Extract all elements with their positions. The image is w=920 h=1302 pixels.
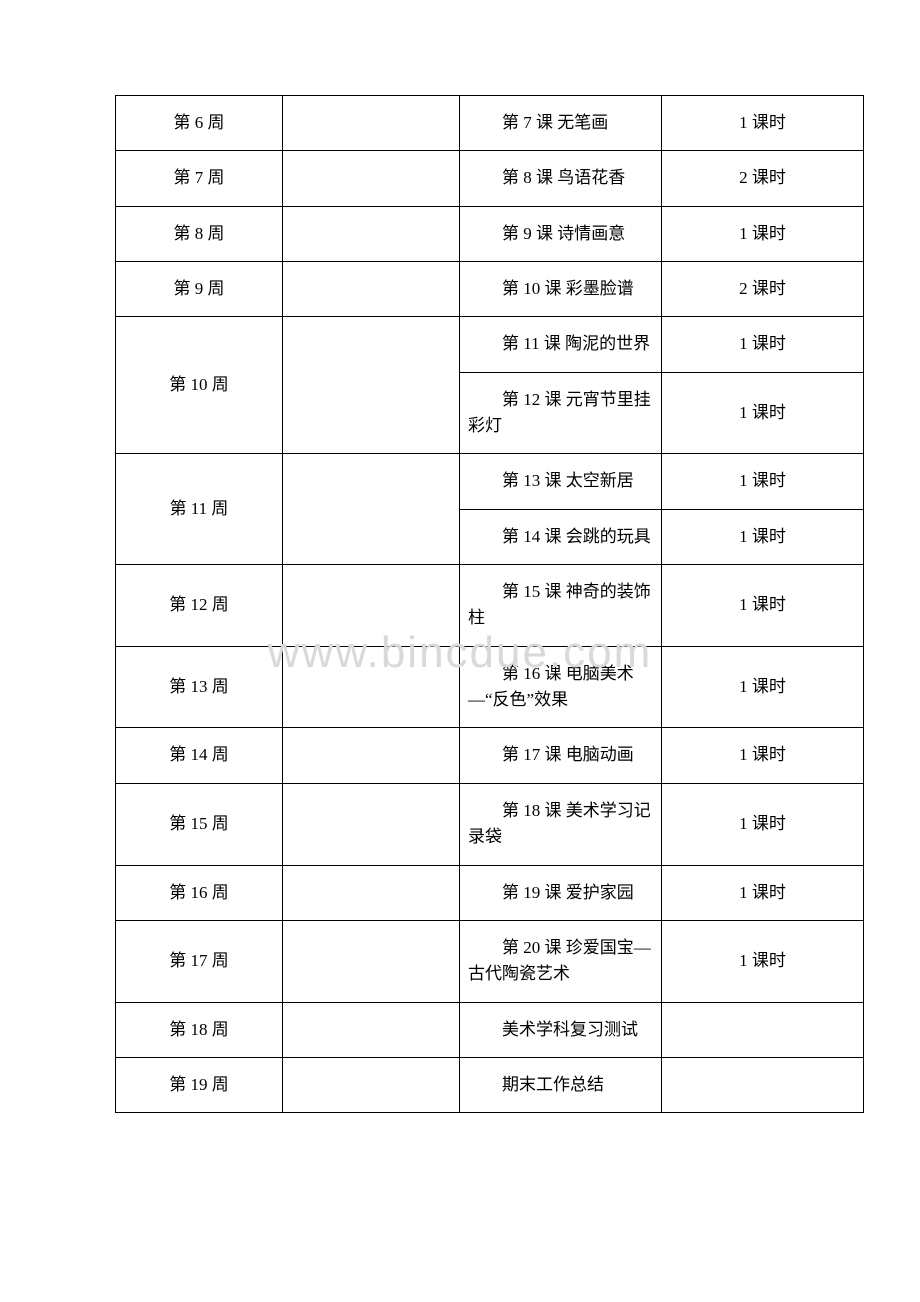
table-row: 第 8 周 第 9 课 诗情画意 1 课时 bbox=[116, 206, 864, 261]
blank-cell bbox=[283, 454, 460, 565]
lesson-cell: 第 18 课 美术学习记录袋 bbox=[460, 783, 662, 865]
week-cell: 第 16 周 bbox=[116, 865, 283, 920]
lesson-text: 第 7 课 无笔画 bbox=[468, 110, 653, 136]
blank-cell bbox=[283, 206, 460, 261]
lesson-text: 第 17 课 电脑动画 bbox=[468, 742, 653, 768]
lesson-cell: 第 7 课 无笔画 bbox=[460, 96, 662, 151]
week-cell: 第 12 周 bbox=[116, 565, 283, 647]
table-row: 第 17 周 第 20 课 珍爱国宝—古代陶瓷艺术1 课时 bbox=[116, 920, 864, 1002]
blank-cell bbox=[283, 646, 460, 728]
hours-cell: 1 课时 bbox=[662, 783, 864, 865]
lesson-cell: 第 15 课 神奇的装饰柱 bbox=[460, 565, 662, 647]
lesson-cell: 第 13 课 太空新居 bbox=[460, 454, 662, 509]
blank-cell bbox=[283, 783, 460, 865]
hours-cell: 1 课时 bbox=[662, 509, 864, 564]
week-cell: 第 18 周 bbox=[116, 1002, 283, 1057]
blank-cell bbox=[283, 865, 460, 920]
lesson-text: 第 10 课 彩墨脸谱 bbox=[468, 276, 653, 302]
blank-cell bbox=[283, 151, 460, 206]
lesson-cell: 第 17 课 电脑动画 bbox=[460, 728, 662, 783]
table-row: 第 12 周 第 15 课 神奇的装饰柱1 课时 bbox=[116, 565, 864, 647]
lesson-text: 期末工作总结 bbox=[468, 1072, 653, 1098]
hours-cell: 1 课时 bbox=[662, 728, 864, 783]
blank-cell bbox=[283, 920, 460, 1002]
table-row: 第 15 周 第 18 课 美术学习记录袋1 课时 bbox=[116, 783, 864, 865]
schedule-tbody: 第 6 周第 7 课 无笔画1 课时第 7 周第 8 课 鸟语花香2 课时第 8… bbox=[116, 96, 864, 1113]
hours-cell: 1 课时 bbox=[662, 565, 864, 647]
lesson-cell: 第 11 课 陶泥的世界 bbox=[460, 317, 662, 372]
hours-cell: 1 课时 bbox=[662, 920, 864, 1002]
lesson-text: 第 19 课 爱护家园 bbox=[468, 880, 653, 906]
week-cell: 第 14 周 bbox=[116, 728, 283, 783]
lesson-cell: 美术学科复习测试 bbox=[460, 1002, 662, 1057]
lesson-cell: 第 14 课 会跳的玩具 bbox=[460, 509, 662, 564]
hours-cell: 1 课时 bbox=[662, 865, 864, 920]
lesson-cell: 第 16 课 电脑美术—“反色”效果 bbox=[460, 646, 662, 728]
lesson-text: 美术学科复习测试 bbox=[468, 1017, 653, 1043]
table-row: 第 6 周 第 7 课 无笔画 1 课时 bbox=[116, 96, 864, 151]
blank-cell bbox=[283, 262, 460, 317]
week-cell: 第 17 周 bbox=[116, 920, 283, 1002]
table-row: 第 18 周 美术学科复习测试 bbox=[116, 1002, 864, 1057]
week-cell: 第 6 周 bbox=[116, 96, 283, 151]
hours-cell: 1 课时 bbox=[662, 317, 864, 372]
week-cell: 第 13 周 bbox=[116, 646, 283, 728]
lesson-cell: 期末工作总结 bbox=[460, 1057, 662, 1112]
hours-cell: 1 课时 bbox=[662, 454, 864, 509]
lesson-cell: 第 10 课 彩墨脸谱 bbox=[460, 262, 662, 317]
blank-cell bbox=[283, 728, 460, 783]
lesson-text: 第 9 课 诗情画意 bbox=[468, 221, 653, 247]
table-row: 第 9 周 第 10 课 彩墨脸谱 2 课时 bbox=[116, 262, 864, 317]
lesson-text: 第 13 课 太空新居 bbox=[468, 468, 653, 494]
week-cell: 第 10 周 bbox=[116, 317, 283, 454]
lesson-text: 第 8 课 鸟语花香 bbox=[468, 165, 653, 191]
hours-cell: 1 课时 bbox=[662, 372, 864, 454]
blank-cell bbox=[283, 1057, 460, 1112]
hours-cell: 2 课时 bbox=[662, 262, 864, 317]
week-cell: 第 9 周 bbox=[116, 262, 283, 317]
week-cell: 第 8 周 bbox=[116, 206, 283, 261]
table-row: 第 7 周 第 8 课 鸟语花香 2 课时 bbox=[116, 151, 864, 206]
week-cell: 第 19 周 bbox=[116, 1057, 283, 1112]
blank-cell bbox=[283, 1002, 460, 1057]
lesson-text: 第 11 课 陶泥的世界 bbox=[468, 331, 653, 357]
week-cell: 第 15 周 bbox=[116, 783, 283, 865]
table-row: 第 16 周 第 19 课 爱护家园 1 课时 bbox=[116, 865, 864, 920]
table-row: 第 13 周 第 16 课 电脑美术—“反色”效果1 课时 bbox=[116, 646, 864, 728]
lesson-text: 第 20 课 珍爱国宝—古代陶瓷艺术 bbox=[468, 935, 653, 988]
lesson-text: 第 12 课 元宵节里挂彩灯 bbox=[468, 387, 653, 440]
week-cell: 第 11 周 bbox=[116, 454, 283, 565]
blank-cell bbox=[283, 317, 460, 454]
lesson-text: 第 16 课 电脑美术—“反色”效果 bbox=[468, 661, 653, 714]
lesson-text: 第 18 课 美术学习记录袋 bbox=[468, 798, 653, 851]
hours-cell: 1 课时 bbox=[662, 206, 864, 261]
lesson-cell: 第 20 课 珍爱国宝—古代陶瓷艺术 bbox=[460, 920, 662, 1002]
hours-cell: 2 课时 bbox=[662, 151, 864, 206]
lesson-text: 第 15 课 神奇的装饰柱 bbox=[468, 579, 653, 632]
blank-cell bbox=[283, 96, 460, 151]
schedule-table: 第 6 周第 7 课 无笔画1 课时第 7 周第 8 课 鸟语花香2 课时第 8… bbox=[115, 95, 864, 1113]
table-row: 第 19 周 期末工作总结 bbox=[116, 1057, 864, 1112]
lesson-cell: 第 12 课 元宵节里挂彩灯 bbox=[460, 372, 662, 454]
hours-cell: 1 课时 bbox=[662, 646, 864, 728]
table-row: 第 10 周第 11 课 陶泥的世界1 课时 bbox=[116, 317, 864, 372]
lesson-cell: 第 9 课 诗情画意 bbox=[460, 206, 662, 261]
lesson-text: 第 14 课 会跳的玩具 bbox=[468, 524, 653, 550]
table-row: 第 14 周 第 17 课 电脑动画 1 课时 bbox=[116, 728, 864, 783]
lesson-cell: 第 19 课 爱护家园 bbox=[460, 865, 662, 920]
hours-cell: 1 课时 bbox=[662, 96, 864, 151]
hours-cell bbox=[662, 1057, 864, 1112]
document-page: www.bincdue.com 第 6 周第 7 课 无笔画1 课时第 7 周第… bbox=[0, 0, 920, 1302]
blank-cell bbox=[283, 565, 460, 647]
week-cell: 第 7 周 bbox=[116, 151, 283, 206]
lesson-cell: 第 8 课 鸟语花香 bbox=[460, 151, 662, 206]
table-row: 第 11 周第 13 课 太空新居1 课时 bbox=[116, 454, 864, 509]
hours-cell bbox=[662, 1002, 864, 1057]
